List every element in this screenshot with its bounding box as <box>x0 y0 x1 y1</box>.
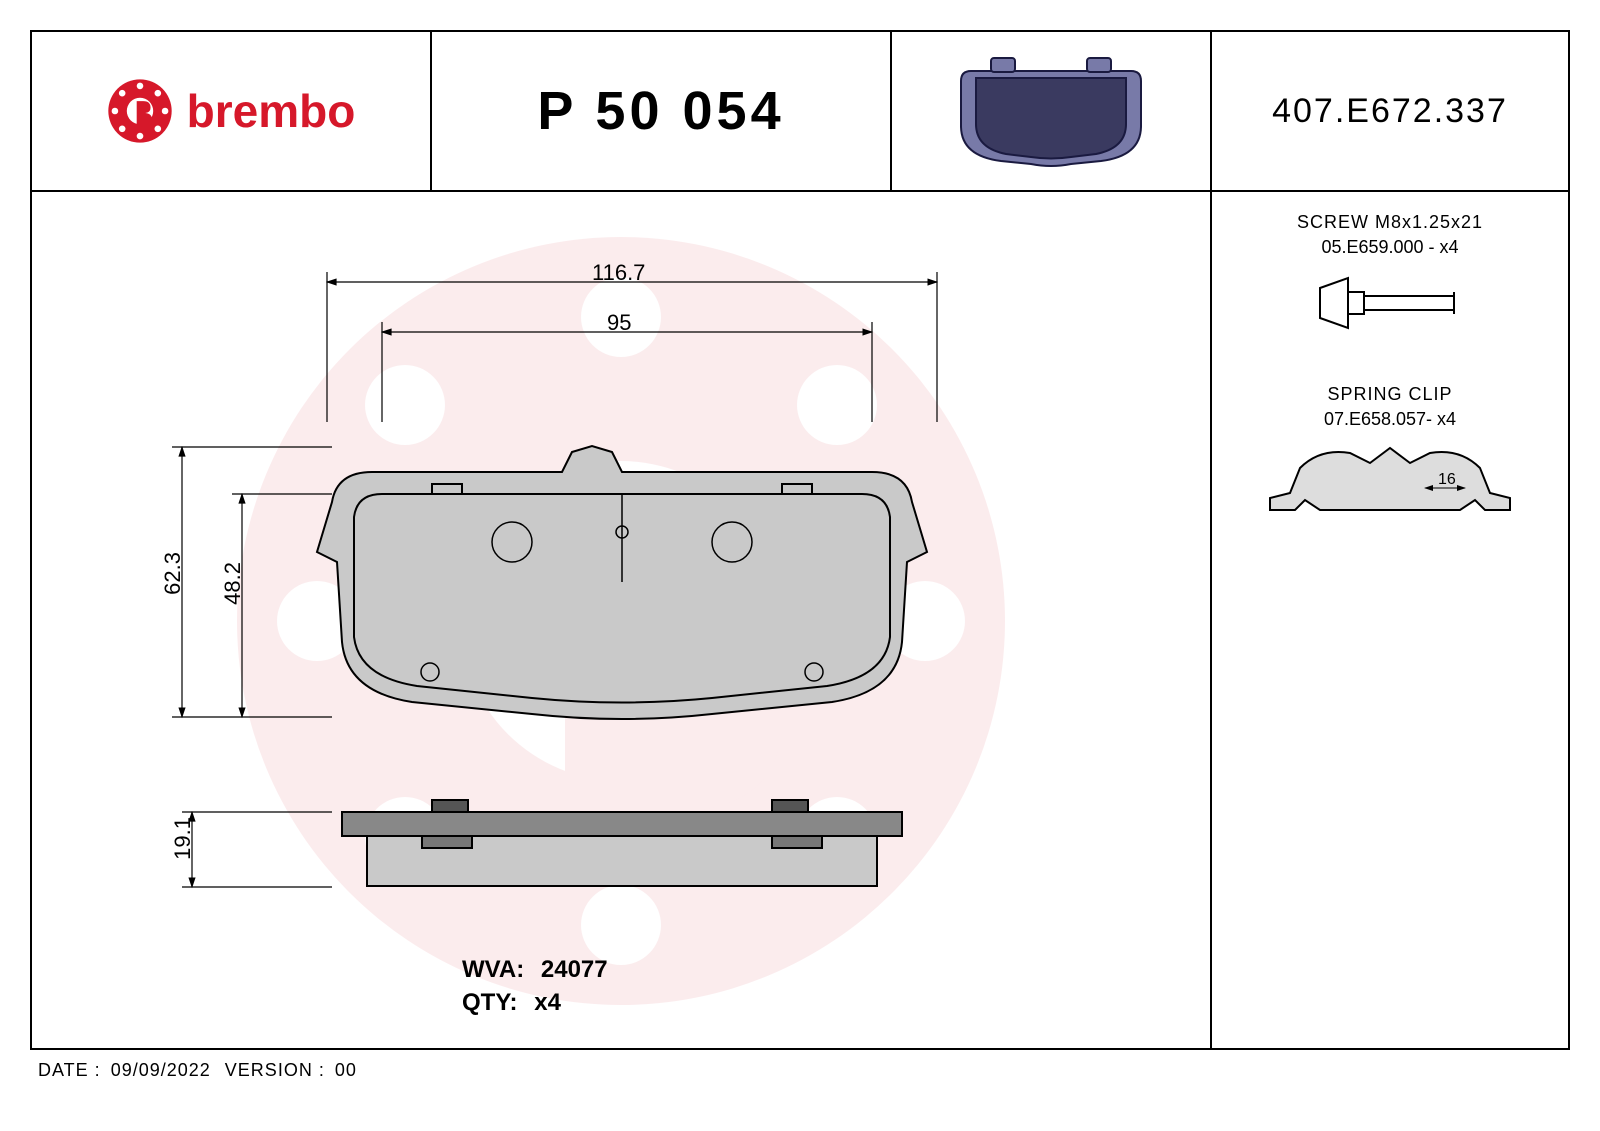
screw-icon <box>1300 268 1480 338</box>
pad-thumbnail-icon <box>941 46 1161 176</box>
drawing-code: 407.E672.337 <box>1212 32 1568 190</box>
wva-value: 24077 <box>541 956 608 983</box>
spring-clip-icon: 16 <box>1260 438 1520 548</box>
clip-block: SPRING CLIP 07.E658.057- x4 16 <box>1222 384 1558 554</box>
pad-front-view <box>312 402 932 742</box>
qty-label: QTY: <box>462 989 518 1016</box>
brand-cell: brembo <box>32 32 432 190</box>
screw-label: SCREW M8x1.25x21 <box>1222 212 1558 233</box>
brand-text: brembo <box>187 84 356 138</box>
clip-code: 07.E658.057- x4 <box>1222 409 1558 430</box>
body-row: 116.7 95 62.3 48.2 <box>32 192 1568 1050</box>
version-value: 00 <box>335 1060 357 1080</box>
thumbnail-cell <box>892 32 1212 190</box>
dim-height-outer: 62.3 <box>160 552 186 595</box>
screw-code: 05.E659.000 - x4 <box>1222 237 1558 258</box>
screw-block: SCREW M8x1.25x21 05.E659.000 - x4 <box>1222 212 1558 344</box>
side-panel: SCREW M8x1.25x21 05.E659.000 - x4 SPRING… <box>1212 192 1568 1050</box>
pad-side-view <box>312 792 932 922</box>
header-row: brembo P 50 054 407.E672.337 <box>32 32 1568 192</box>
dim-thickness: 19.1 <box>170 817 196 860</box>
dim-width-inner: 95 <box>607 310 631 336</box>
drawing-sheet: brembo P 50 054 407.E672.337 <box>30 30 1570 1050</box>
main-drawing-area: 116.7 95 62.3 48.2 <box>32 192 1212 1050</box>
thickness-dimension <box>132 787 332 927</box>
part-number: P 50 054 <box>432 32 892 190</box>
footer-line: DATE : 09/09/2022 VERSION : 00 <box>38 1060 357 1081</box>
meta-block: WVA: 24077 QTY: x4 <box>462 953 608 1020</box>
dim-height-inner: 48.2 <box>220 562 246 605</box>
date-value: 09/09/2022 <box>111 1060 211 1080</box>
wva-label: WVA: <box>462 956 524 983</box>
clip-dim: 16 <box>1438 471 1456 488</box>
date-label: DATE : <box>38 1060 101 1080</box>
qty-value: x4 <box>534 989 561 1016</box>
dim-width-outer: 116.7 <box>592 260 645 286</box>
version-label: VERSION : <box>225 1060 325 1080</box>
brembo-logo-icon <box>107 78 173 144</box>
clip-label: SPRING CLIP <box>1222 384 1558 405</box>
